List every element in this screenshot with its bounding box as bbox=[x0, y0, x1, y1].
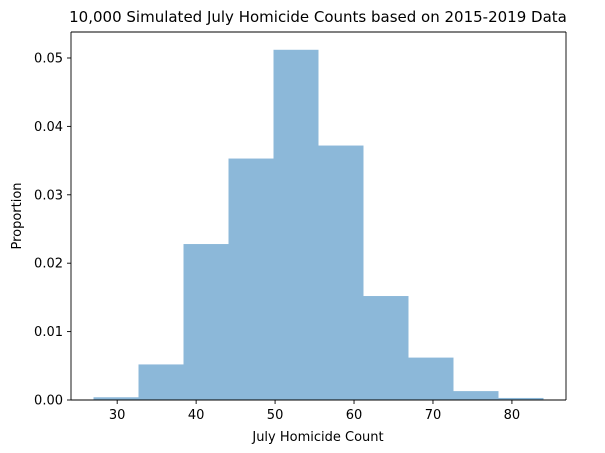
x-tick-label: 40 bbox=[188, 408, 205, 423]
histogram-bar-5 bbox=[318, 145, 364, 400]
x-tick-label: 30 bbox=[109, 408, 126, 423]
y-tick-label: 0.00 bbox=[34, 394, 63, 409]
x-axis-ticks: 30 40 50 60 70 80 bbox=[109, 400, 520, 423]
y-axis-label: Proportion bbox=[10, 182, 25, 249]
histogram-bar-2 bbox=[183, 244, 229, 400]
y-axis-ticks: 0.00 0.01 0.02 0.03 0.04 0.05 bbox=[34, 51, 71, 409]
x-tick-label: 80 bbox=[504, 408, 521, 423]
y-tick-label: 0.04 bbox=[34, 120, 63, 135]
histogram-bar-9 bbox=[498, 397, 544, 400]
histogram-bar-1 bbox=[138, 364, 184, 400]
x-tick-label: 50 bbox=[267, 408, 284, 423]
histogram-bar-6 bbox=[363, 296, 409, 400]
histogram-bar-4 bbox=[273, 49, 319, 400]
histogram-bar-3 bbox=[228, 158, 274, 400]
y-tick-label: 0.05 bbox=[34, 51, 63, 66]
chart-title: 10,000 Simulated July Homicide Counts ba… bbox=[69, 8, 567, 26]
histogram-bar-8 bbox=[453, 391, 499, 400]
x-tick-label: 60 bbox=[346, 408, 363, 423]
bars-group bbox=[93, 49, 544, 400]
y-tick-label: 0.02 bbox=[34, 257, 63, 272]
y-tick-label: 0.03 bbox=[34, 188, 63, 203]
histogram-bar-7 bbox=[408, 357, 454, 400]
x-tick-label: 70 bbox=[425, 408, 442, 423]
histogram-bar-0 bbox=[93, 397, 139, 400]
y-tick-label: 0.01 bbox=[34, 325, 63, 340]
axes-frame bbox=[70, 31, 567, 401]
x-axis-label: July Homicide Count bbox=[251, 430, 383, 445]
